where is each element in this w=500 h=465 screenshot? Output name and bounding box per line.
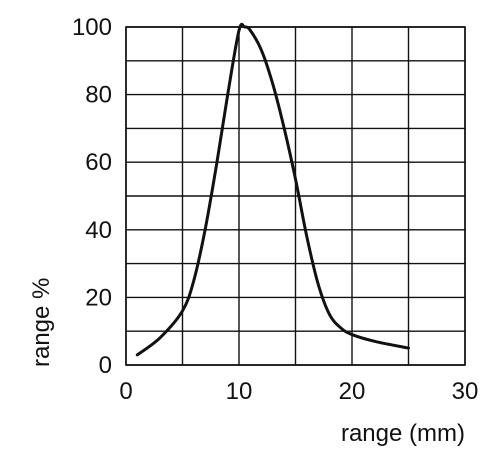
y-tick-label: 0 [99,352,112,379]
x-tick-label: 30 [452,378,479,405]
y-axis-label: range % [28,278,55,367]
y-tick-label: 100 [72,14,112,41]
x-tick-labels: 0 10 20 30 [119,378,478,405]
x-tick-label: 20 [339,378,366,405]
x-axis-label: range (mm) [341,420,465,447]
x-tick-label: 0 [119,378,132,405]
series-line [135,22,410,357]
y-tick-label: 80 [85,82,112,109]
chart-grid [125,26,466,366]
x-tick-label: 10 [226,378,253,405]
y-tick-label: 20 [85,284,112,311]
plot-frame [125,26,466,366]
y-tick-labels: 0 20 40 60 80 100 [72,14,112,379]
y-tick-label: 40 [85,217,112,244]
y-tick-label: 60 [85,149,112,176]
